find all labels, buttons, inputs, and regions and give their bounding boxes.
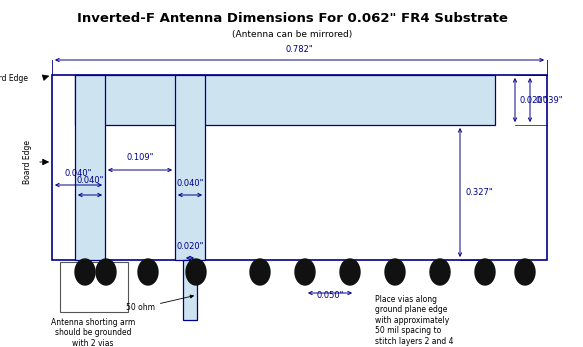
Bar	[175, 75, 205, 260]
Bar	[75, 75, 105, 260]
Ellipse shape	[385, 259, 405, 285]
Ellipse shape	[96, 259, 116, 285]
Ellipse shape	[475, 259, 495, 285]
Ellipse shape	[250, 259, 270, 285]
Ellipse shape	[75, 259, 95, 285]
Bar	[183, 260, 197, 320]
Text: Place vias along
ground plane edge
with approximately
50 mil spacing to
stitch l: Place vias along ground plane edge with …	[375, 295, 454, 347]
Text: 0.020": 0.020"	[176, 242, 203, 251]
Text: 0.040": 0.040"	[65, 169, 92, 178]
Text: (Antenna can be mirrored): (Antenna can be mirrored)	[232, 30, 352, 39]
Text: 0.327": 0.327"	[465, 188, 493, 197]
Ellipse shape	[138, 259, 158, 285]
Text: Board Edge: Board Edge	[0, 74, 28, 83]
Text: 0.039": 0.039"	[535, 95, 563, 104]
Text: Board Edge: Board Edge	[23, 140, 33, 184]
Text: 0.050": 0.050"	[317, 291, 344, 300]
Bar	[60, 262, 128, 312]
Ellipse shape	[515, 259, 535, 285]
Text: 0.040": 0.040"	[176, 179, 203, 188]
Text: 0.109": 0.109"	[127, 153, 154, 162]
Text: 50 ohm: 50 ohm	[126, 295, 194, 313]
Ellipse shape	[430, 259, 450, 285]
Ellipse shape	[340, 259, 360, 285]
Ellipse shape	[186, 259, 206, 285]
Ellipse shape	[295, 259, 315, 285]
Text: 0.040": 0.040"	[76, 176, 104, 185]
Text: 0.020": 0.020"	[520, 95, 547, 104]
Text: Inverted-F Antenna Dimensions For 0.062" FR4 Substrate: Inverted-F Antenna Dimensions For 0.062"…	[76, 12, 507, 25]
Text: Antenna shorting arm
should be grounded
with 2 vias: Antenna shorting arm should be grounded …	[51, 318, 135, 347]
Bar	[52, 75, 547, 260]
Bar	[75, 75, 495, 125]
Text: 0.782": 0.782"	[286, 45, 313, 54]
